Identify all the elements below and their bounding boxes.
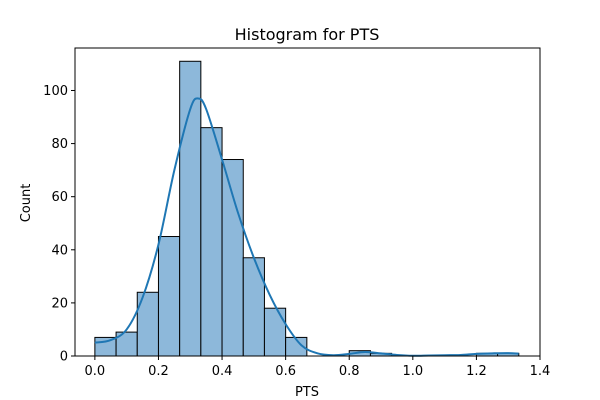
x-axis-label: PTS xyxy=(295,385,319,400)
histogram-bar xyxy=(200,127,223,357)
y-tick-label: 20 xyxy=(51,296,68,311)
x-tick-label: 0.4 xyxy=(212,364,233,379)
histogram-bar xyxy=(263,307,287,357)
histogram-bar xyxy=(179,60,202,357)
x-tick-label: 1.2 xyxy=(466,364,487,379)
y-tick-label: 80 xyxy=(51,137,68,152)
y-tick-label: 0 xyxy=(60,350,68,365)
histogram-bar xyxy=(221,159,244,357)
chart-title: Histogram for PTS xyxy=(235,25,380,44)
histogram-bar xyxy=(242,257,265,357)
histogram-bars xyxy=(94,60,520,357)
y-tick-label: 40 xyxy=(51,243,68,258)
plot-frame xyxy=(74,47,541,357)
y-tick-label: 60 xyxy=(51,190,68,205)
x-tick-label: 1.0 xyxy=(402,364,423,379)
x-axis-ticks: 0.0 0.2 0.4 0.6 0.8 1.0 1.2 1.4 xyxy=(85,356,551,379)
y-axis-ticks: 0 20 40 60 80 100 xyxy=(43,84,75,365)
kde-curve xyxy=(94,97,519,357)
x-tick-label: 0.0 xyxy=(85,364,106,379)
x-tick-label: 0.2 xyxy=(148,364,169,379)
x-tick-label: 1.4 xyxy=(530,364,551,379)
y-tick-label: 100 xyxy=(43,84,68,99)
y-axis-label: Count xyxy=(19,184,34,223)
x-tick-label: 0.8 xyxy=(339,364,360,379)
x-tick-label: 0.6 xyxy=(275,364,296,379)
histogram-bar xyxy=(157,236,181,357)
